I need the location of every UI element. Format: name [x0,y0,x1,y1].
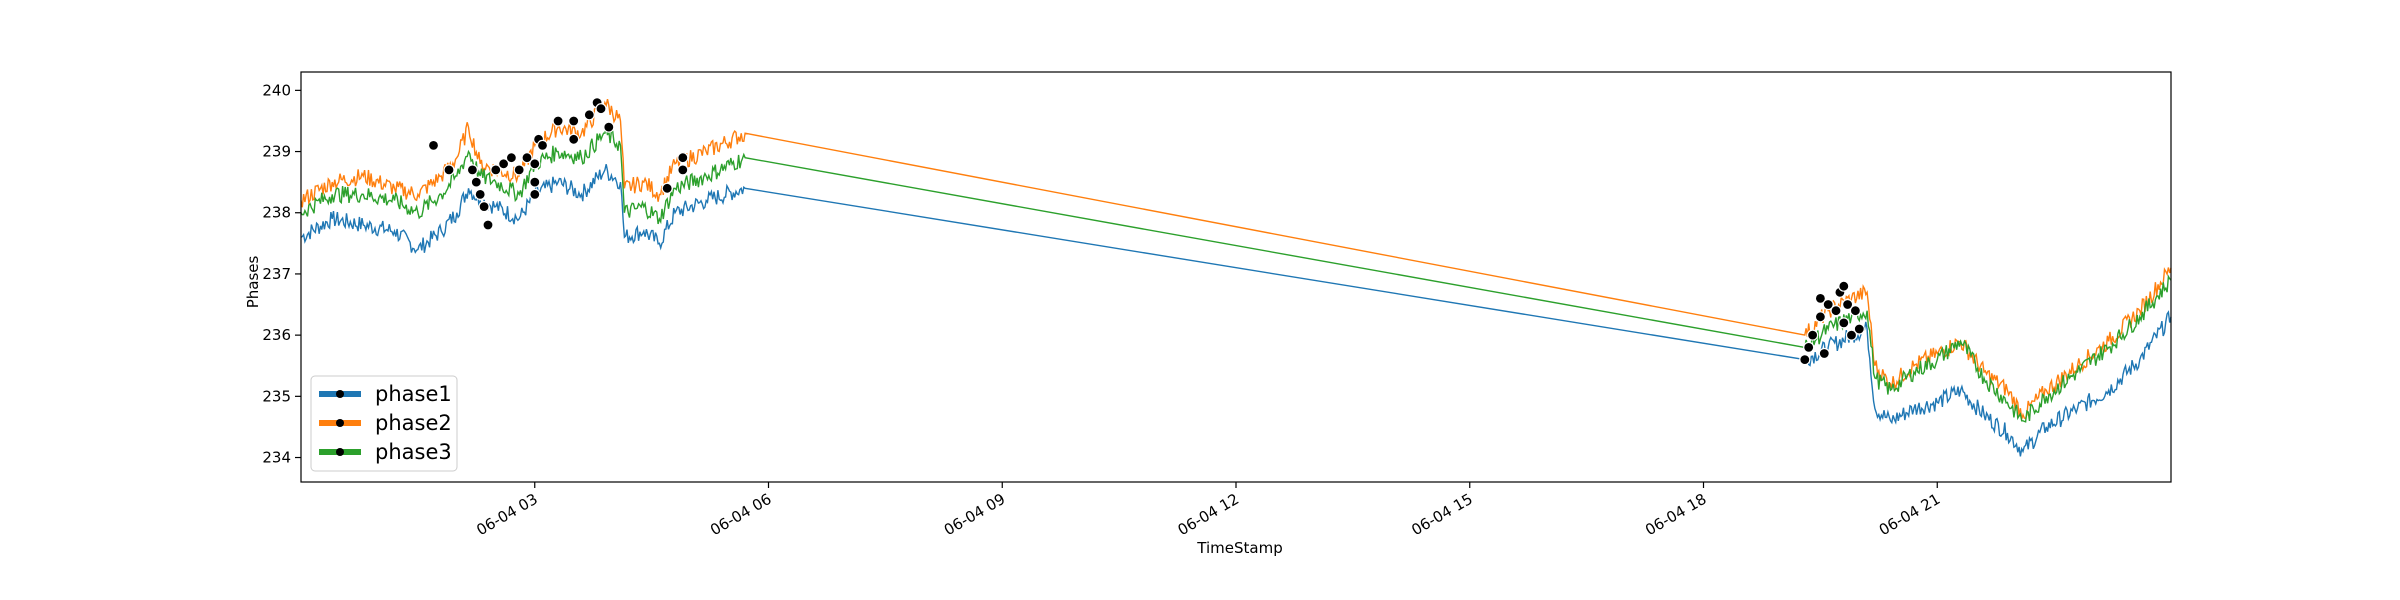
anomaly-marker [603,121,615,133]
anomaly-marker [443,164,455,176]
series-line-phase1 [300,164,2172,457]
anomaly-marker [478,201,490,213]
anomaly-marker [1841,298,1854,311]
anomaly-marker [568,115,580,127]
legend-box [310,375,458,472]
legend-marker-phase3 [336,448,344,456]
anomaly-marker [536,139,549,151]
legend-label-phase3: phase3 [375,440,452,464]
series-line-phase2 [300,98,2172,420]
anomaly-marker [1849,305,1862,317]
legend: phase1 phase2 phase3 [310,375,458,472]
anomaly-marker [490,164,502,176]
anomaly-marker [529,188,541,200]
y-tick-label: 238 [262,204,291,222]
anomaly-marker [1799,354,1811,366]
anomaly-marker [1814,292,1827,304]
anomaly-marker [470,176,482,188]
y-axis-label: Phases [244,256,262,309]
anomaly-marker [661,182,673,194]
anomaly-marker [1853,323,1865,335]
y-tick-label: 236 [262,326,291,344]
y-tick-label: 234 [262,449,291,467]
x-tick-label: 06-04 12 [1175,490,1242,539]
anomaly-marker [1845,329,1858,341]
anomaly-marker [552,115,564,127]
anomaly-marker [677,152,689,164]
anomaly-marker [595,103,607,115]
x-tick-label: 06-04 06 [707,490,774,539]
anomaly-marker [583,109,595,121]
anomaly-marker [1818,347,1830,360]
legend-marker-phase2 [336,419,344,427]
anomaly-marker [521,152,533,164]
y-tick-label: 235 [262,387,291,405]
series-line-phase3 [300,126,2172,423]
y-tick-label: 237 [262,265,291,283]
anomaly-marker [529,158,541,170]
legend-label-phase2: phase2 [375,411,452,435]
x-tick-label: 06-04 09 [941,490,1008,539]
y-tick-label: 240 [262,81,291,99]
anomaly-marker [482,219,494,231]
anomaly-marker [427,139,440,151]
anomaly-marker [1806,329,1819,341]
anomaly-marker [505,152,517,164]
y-tick-label: 239 [262,143,291,161]
x-tick-label: 06-04 15 [1408,490,1475,539]
anomaly-marker [1838,317,1850,329]
anomaly-marker [1838,280,1850,292]
x-tick-label: 06-04 18 [1642,490,1709,539]
anomaly-marker [513,164,525,176]
anomaly-marker [529,176,541,188]
axes: 234 235 236 237 238 239 240 06-04 03 06-04 06 06-… [262,71,2172,539]
x-tick-label: 06-04 21 [1876,490,1943,539]
anomaly-marker [466,164,478,176]
legend-marker-phase1 [336,390,344,398]
anomaly-marker [498,158,510,170]
anomaly-marker [1822,298,1834,311]
anomaly-marker [474,188,486,200]
anomaly-marker [568,133,580,145]
anomaly-marker [1814,311,1827,323]
anomaly-marker [677,164,689,176]
plot-area [300,96,2172,457]
x-tick-label: 06-04 03 [473,490,540,539]
anomaly-marker [1830,305,1842,317]
x-axis-label: TimeStamp [1196,539,1282,557]
anomaly-marker [1803,341,1815,353]
legend-label-phase1: phase1 [375,382,452,406]
